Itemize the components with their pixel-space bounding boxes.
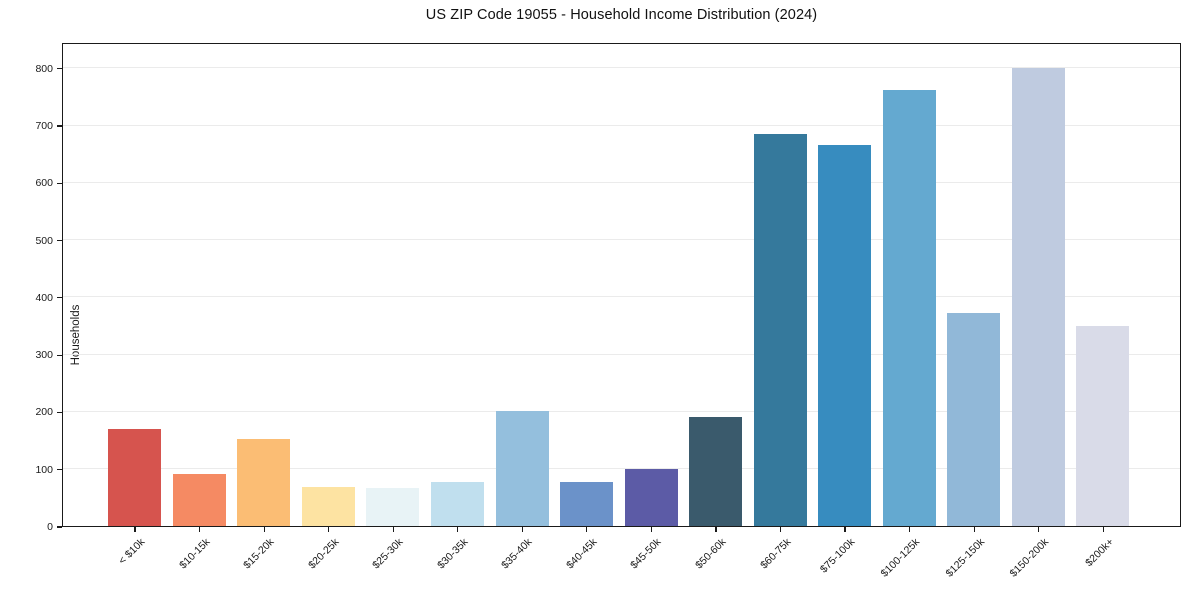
y-axis-label: Households (70, 304, 82, 366)
plot-area: Households (62, 43, 1181, 527)
y-tick-mark (57, 411, 62, 414)
bar-$100-125k (882, 89, 936, 526)
y-tick-label: 500 (35, 234, 53, 247)
y-tick-label: 800 (35, 62, 53, 75)
x-tick-label: $50-60k (693, 536, 729, 572)
bar-$150-200k (1011, 67, 1065, 526)
x-tick-label: $125-150k (943, 536, 987, 580)
x-tick-mark (715, 527, 717, 532)
y-tick-mark (57, 68, 62, 70)
gridline (63, 353, 1180, 355)
gridline (63, 67, 1180, 69)
x-tick-label: $100-125k (878, 536, 923, 580)
x-tick-mark (1038, 527, 1040, 532)
gridline (63, 410, 1180, 412)
bar-$45-50k (624, 468, 678, 526)
x-tick-label: < $10k (116, 536, 148, 567)
x-tick-mark (134, 527, 136, 532)
x-tick-mark (392, 527, 394, 532)
x-tick-mark (263, 527, 265, 532)
x-tick-label: $200k+ (1082, 536, 1116, 570)
bar-$50-60k (689, 417, 743, 526)
x-tick-mark (328, 527, 330, 532)
x-tick-label: $45-50k (628, 536, 664, 572)
x-tick-mark (1102, 527, 1104, 532)
bar-$200k+ (1076, 325, 1130, 526)
bar-$75-100k (818, 145, 872, 526)
x-tick-label: $75-100k (818, 536, 858, 576)
y-tick-label: 600 (35, 177, 53, 190)
gridline (63, 181, 1180, 183)
bar-< $10k (108, 428, 162, 526)
x-tick-label: $15-20k (241, 536, 277, 572)
x-tick-label: $20-25k (305, 536, 342, 572)
y-tick-mark (57, 297, 62, 299)
x-tick-label: $35-40k (499, 536, 535, 572)
y-tick-label: 100 (35, 463, 53, 476)
y-tick-mark (57, 240, 62, 242)
y-tick-label: 200 (35, 406, 53, 419)
y-tick-mark (57, 354, 62, 356)
y-tick-label: 300 (35, 349, 53, 362)
bar-$60-75k (753, 133, 807, 526)
x-tick-mark (586, 527, 588, 532)
gridline (63, 296, 1180, 298)
bar-$125-150k (947, 312, 1001, 526)
bar-$30-35k (430, 481, 484, 526)
x-tick-mark (198, 527, 201, 532)
x-tick-mark (844, 527, 846, 532)
x-tick-label: $60-75k (757, 536, 793, 572)
x-tick-mark (909, 527, 911, 532)
x-tick-label: $30-35k (434, 536, 471, 572)
y-tick-mark (57, 125, 62, 127)
x-tick-label: $150-200k (1007, 536, 1052, 580)
y-tick-mark (57, 526, 62, 528)
x-tick-label: $25-30k (370, 536, 406, 572)
x-tick-mark (779, 527, 782, 532)
bar-$15-20k (237, 438, 291, 526)
x-tick-mark (457, 527, 459, 532)
x-tick-mark (973, 527, 975, 532)
x-tick-mark (650, 527, 652, 532)
bar-$10-15k (172, 473, 226, 526)
bar-$40-45k (560, 481, 614, 526)
y-tick-mark (57, 469, 62, 471)
gridline (63, 468, 1180, 470)
bar-$25-30k (366, 488, 420, 526)
bar-$35-40k (495, 411, 549, 526)
y-tick-label: 700 (35, 120, 53, 133)
y-tick-mark (57, 182, 62, 184)
y-tick-label: 400 (35, 291, 53, 304)
x-tick-label: $10-15k (176, 536, 213, 572)
y-tick-label: 0 (47, 521, 53, 533)
gridline (63, 124, 1180, 126)
x-tick-label: $40-45k (564, 536, 600, 572)
bar-$20-25k (301, 487, 355, 526)
gridline (63, 239, 1180, 241)
chart-title: US ZIP Code 19055 - Household Income Dis… (425, 7, 818, 23)
x-tick-mark (521, 527, 523, 532)
